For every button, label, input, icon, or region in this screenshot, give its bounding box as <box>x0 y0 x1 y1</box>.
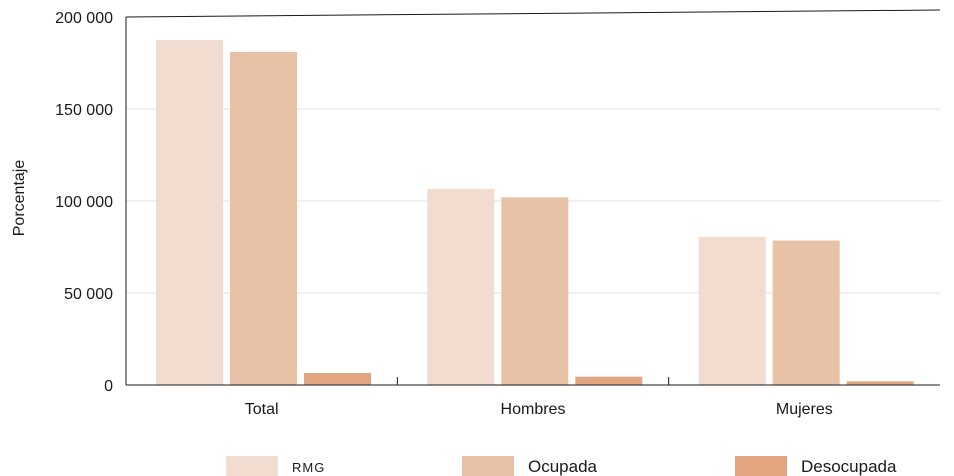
bar-desocupada-mujeres <box>846 381 914 385</box>
top-frame-line <box>125 9 941 18</box>
legend-label-desocupada: Desocupada <box>801 457 897 476</box>
bar-rmg-hombres <box>427 189 495 385</box>
y-axis-label: Porcentaje <box>11 160 28 237</box>
x-tick-labels: Total Hombres Mujeres <box>245 401 833 418</box>
bars <box>156 40 914 386</box>
bar-rmg-total <box>156 40 223 385</box>
bar-rmg-mujeres <box>698 236 766 385</box>
legend-swatch-desocupada <box>735 456 787 476</box>
legend-label-rmg: RMG <box>292 460 325 475</box>
y-tick-labels: 0 50 000 100 000 150 000 200 000 <box>55 10 113 395</box>
y-tick-label: 200 000 <box>55 10 113 27</box>
y-tick-label: 50 000 <box>64 286 113 303</box>
bar-desocupada-hombres <box>575 376 643 385</box>
x-tick-label: Mujeres <box>776 401 833 418</box>
bar-ocupada-mujeres <box>772 240 840 385</box>
y-tick-label: 100 000 <box>55 194 113 211</box>
bar-ocupada-total <box>230 51 297 386</box>
x-tick-label: Hombres <box>501 401 566 418</box>
legend-swatch-rmg <box>226 456 278 476</box>
legend-label-ocupada: Ocupada <box>528 457 598 476</box>
x-tick-label: Total <box>245 401 279 418</box>
axes <box>125 9 941 386</box>
bar-desocupada-total <box>304 373 371 385</box>
legend: RMG Ocupada Desocupada <box>226 456 897 476</box>
legend-swatch-ocupada <box>462 456 514 476</box>
y-tick-label: 150 000 <box>55 102 113 119</box>
bar-ocupada-hombres <box>501 197 569 385</box>
y-tick-label: 0 <box>104 378 113 395</box>
